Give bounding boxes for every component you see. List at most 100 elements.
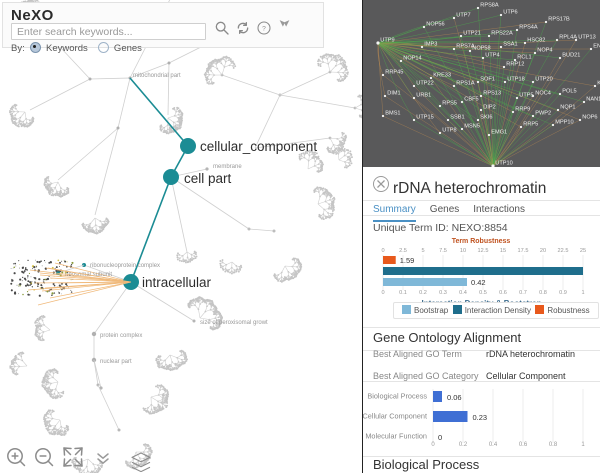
- svg-text:RRP9: RRP9: [515, 107, 530, 113]
- svg-text:0: 0: [381, 290, 384, 296]
- svg-text:NQP1: NQP1: [560, 105, 575, 111]
- svg-text:UTP10: UTP10: [495, 161, 512, 167]
- svg-text:UTP21: UTP21: [463, 31, 480, 37]
- svg-text:5: 5: [421, 248, 424, 254]
- svg-text:0.5: 0.5: [479, 290, 487, 296]
- svg-text:0.6: 0.6: [499, 290, 507, 296]
- svg-text:UTP15: UTP15: [416, 115, 433, 121]
- svg-text:UTP8: UTP8: [442, 128, 456, 134]
- svg-text:20: 20: [540, 248, 546, 254]
- svg-text:nuclear part: nuclear part: [100, 359, 132, 365]
- svg-text:RRP45: RRP45: [385, 70, 403, 76]
- svg-text:RPS17B: RPS17B: [548, 17, 570, 23]
- svg-text:SKI6: SKI6: [480, 115, 492, 121]
- svg-text:25: 25: [580, 248, 586, 254]
- svg-text:Term Robustness: Term Robustness: [452, 238, 511, 245]
- svg-text:RPS5: RPS5: [442, 101, 457, 107]
- svg-text:SOF1: SOF1: [480, 77, 495, 83]
- svg-text:0.23: 0.23: [473, 413, 488, 422]
- svg-text:KRE33: KRE33: [433, 73, 451, 79]
- svg-text:0.8: 0.8: [549, 442, 558, 448]
- svg-text:Biological Process: Biological Process: [367, 392, 427, 401]
- svg-text:NOP4: NOP4: [537, 48, 552, 54]
- svg-text:IMP3: IMP3: [424, 42, 437, 48]
- svg-text:UTP18: UTP18: [507, 77, 524, 83]
- svg-text:membrane: membrane: [213, 164, 242, 170]
- svg-text:UTP6: UTP6: [503, 10, 517, 16]
- svg-text:NOP6: NOP6: [582, 115, 597, 121]
- svg-text:ENP1: ENP1: [593, 44, 600, 50]
- svg-text:7.5: 7.5: [439, 248, 447, 254]
- svg-text:UTP20: UTP20: [535, 77, 552, 83]
- svg-text:RPS4A: RPS4A: [519, 25, 538, 31]
- svg-text:0.2: 0.2: [419, 290, 427, 296]
- svg-text:NOP56: NOP56: [426, 22, 444, 28]
- svg-text:0.9: 0.9: [559, 290, 567, 296]
- svg-text:22.5: 22.5: [558, 248, 569, 254]
- svg-text:0.1: 0.1: [399, 290, 407, 296]
- svg-text:0: 0: [431, 442, 435, 448]
- svg-text:BUD21: BUD21: [562, 53, 580, 59]
- svg-text:EMG1: EMG1: [491, 130, 507, 136]
- svg-text:RRP5: RRP5: [523, 122, 538, 128]
- svg-text:cell part: cell part: [184, 171, 232, 186]
- svg-text:protein complex: protein complex: [100, 333, 142, 339]
- svg-text:?: ?: [262, 26, 266, 33]
- svg-text:SSB1: SSB1: [450, 115, 464, 121]
- svg-text:2.5: 2.5: [399, 248, 407, 254]
- svg-text:RRP12: RRP12: [506, 62, 524, 68]
- svg-text:10: 10: [460, 248, 466, 254]
- svg-text:PWP2: PWP2: [535, 111, 551, 117]
- svg-text:SSA1: SSA1: [503, 42, 517, 48]
- svg-text:MPP10: MPP10: [555, 120, 573, 126]
- svg-text:UTP9: UTP9: [380, 38, 394, 44]
- svg-text:cellular_component: cellular_component: [200, 139, 317, 154]
- svg-text:DIP2: DIP2: [483, 105, 495, 111]
- svg-text:NOP58: NOP58: [472, 46, 490, 52]
- svg-text:intracellular: intracellular: [142, 275, 212, 290]
- svg-text:BMS1: BMS1: [385, 111, 400, 117]
- svg-text:UTP5: UTP5: [519, 93, 533, 99]
- svg-text:POL5: POL5: [562, 89, 576, 95]
- svg-text:RPS13: RPS13: [483, 91, 501, 97]
- svg-text:0.4: 0.4: [489, 442, 498, 448]
- svg-text:UTP13: UTP13: [578, 35, 595, 41]
- svg-text:UTP22: UTP22: [416, 81, 433, 87]
- svg-text:UTP4: UTP4: [485, 53, 499, 59]
- svg-text:0.6: 0.6: [519, 442, 528, 448]
- svg-text:0.7: 0.7: [519, 290, 527, 296]
- svg-text:NAN1: NAN1: [586, 97, 600, 103]
- svg-text:CBF5: CBF5: [464, 97, 478, 103]
- svg-text:12.5: 12.5: [478, 248, 489, 254]
- svg-text:0: 0: [381, 248, 384, 254]
- svg-text:ribonucleoprotein complex: ribonucleoprotein complex: [90, 263, 160, 269]
- svg-text:0.42: 0.42: [471, 278, 486, 287]
- svg-text:DIM1: DIM1: [387, 91, 400, 97]
- svg-text:1.59: 1.59: [400, 256, 415, 265]
- svg-text:MSN5: MSN5: [464, 124, 480, 130]
- svg-text:size of peroxisomal growt: size of peroxisomal growt: [200, 320, 268, 326]
- svg-text:0.4: 0.4: [459, 290, 467, 296]
- svg-text:15: 15: [500, 248, 506, 254]
- svg-text:RPL4A: RPL4A: [559, 35, 577, 41]
- svg-text:HSC82: HSC82: [527, 38, 545, 44]
- svg-text:NOC4: NOC4: [535, 91, 551, 97]
- svg-text:NOP14: NOP14: [403, 56, 421, 62]
- svg-text:0.3: 0.3: [439, 290, 447, 296]
- svg-text:0.8: 0.8: [539, 290, 547, 296]
- svg-text:UTP7: UTP7: [456, 13, 470, 19]
- svg-text:0: 0: [438, 433, 442, 442]
- svg-text:17.5: 17.5: [518, 248, 529, 254]
- svg-text:0.2: 0.2: [459, 442, 468, 448]
- svg-text:mitochondrial part: mitochondrial part: [133, 73, 181, 79]
- svg-text:RPS8A: RPS8A: [480, 3, 499, 9]
- svg-text:URB1: URB1: [416, 93, 431, 99]
- svg-text:RPS22A: RPS22A: [491, 31, 513, 37]
- svg-text:Cellular Component: Cellular Component: [363, 412, 427, 421]
- svg-text:RPS1A: RPS1A: [456, 81, 475, 87]
- svg-text:0.06: 0.06: [447, 393, 462, 402]
- svg-text:Molecular Function: Molecular Function: [365, 432, 427, 441]
- svg-text:RCL1: RCL1: [517, 55, 531, 61]
- svg-text:1: 1: [581, 442, 585, 448]
- svg-text:1: 1: [581, 290, 584, 296]
